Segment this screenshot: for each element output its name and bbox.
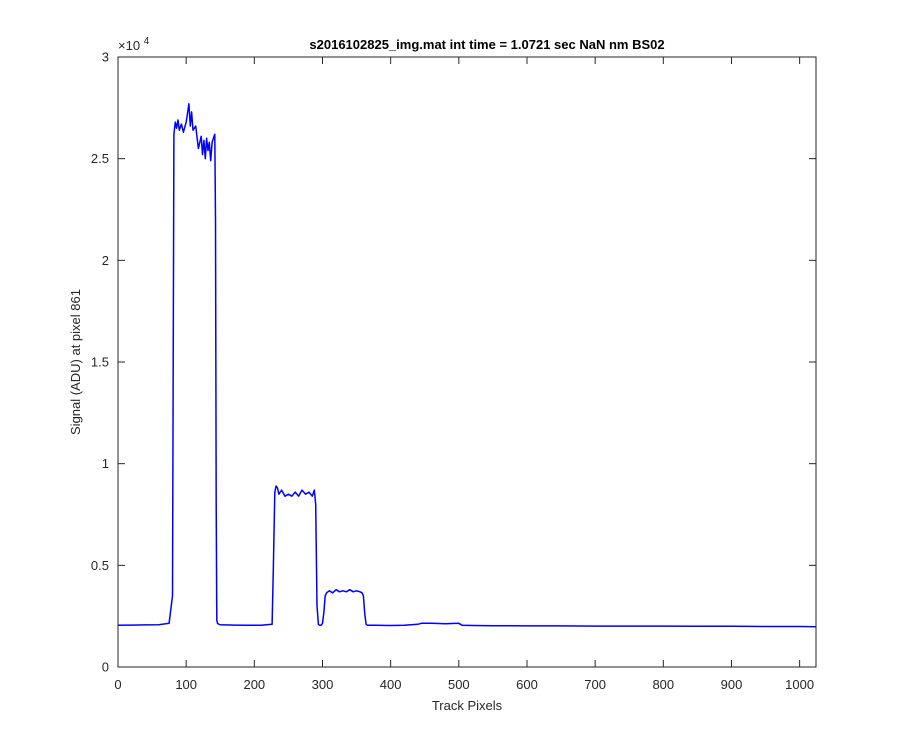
x-tick-label: 300 [312, 677, 334, 692]
y-tick-label: 2.5 [91, 151, 109, 166]
x-tick-label: 100 [175, 677, 197, 692]
y-tick-label: 0 [102, 660, 109, 675]
y-tick-label: 3 [102, 50, 109, 65]
y-axis-exponent-base: ×10 [118, 38, 140, 53]
x-tick-label: 500 [448, 677, 470, 692]
x-tick-label: 700 [584, 677, 606, 692]
x-tick-label: 600 [516, 677, 538, 692]
y-tick-label: 0.5 [91, 558, 109, 573]
x-tick-label: 0 [114, 677, 121, 692]
axes-layer: 0 100 200 300 400 500 600 700 800 900 1000 0 0.5 1 1.5… [91, 50, 817, 692]
y-tick-label: 1 [102, 456, 109, 471]
x-tick-label: 400 [380, 677, 402, 692]
chart-title: s2016102825_img.mat int time = 1.0721 se… [309, 37, 664, 52]
y-axis-exponent-power: 4 [144, 36, 150, 47]
x-axis-label: Track Pixels [432, 698, 503, 713]
x-tick-label: 1000 [785, 677, 814, 692]
x-tick-label: 900 [721, 677, 743, 692]
y-axis-exponent: ×10 4 [118, 36, 150, 53]
y-tick-label: 1.5 [91, 355, 109, 370]
series-line-1 [117, 103, 817, 628]
y-tick-label: 2 [102, 253, 109, 268]
x-tick-label: 200 [243, 677, 265, 692]
x-tick-label: 800 [652, 677, 674, 692]
y-axis-label: Signal (ADU) at pixel 861 [68, 289, 83, 435]
plot-area [118, 57, 816, 667]
series-layer [117, 103, 817, 628]
